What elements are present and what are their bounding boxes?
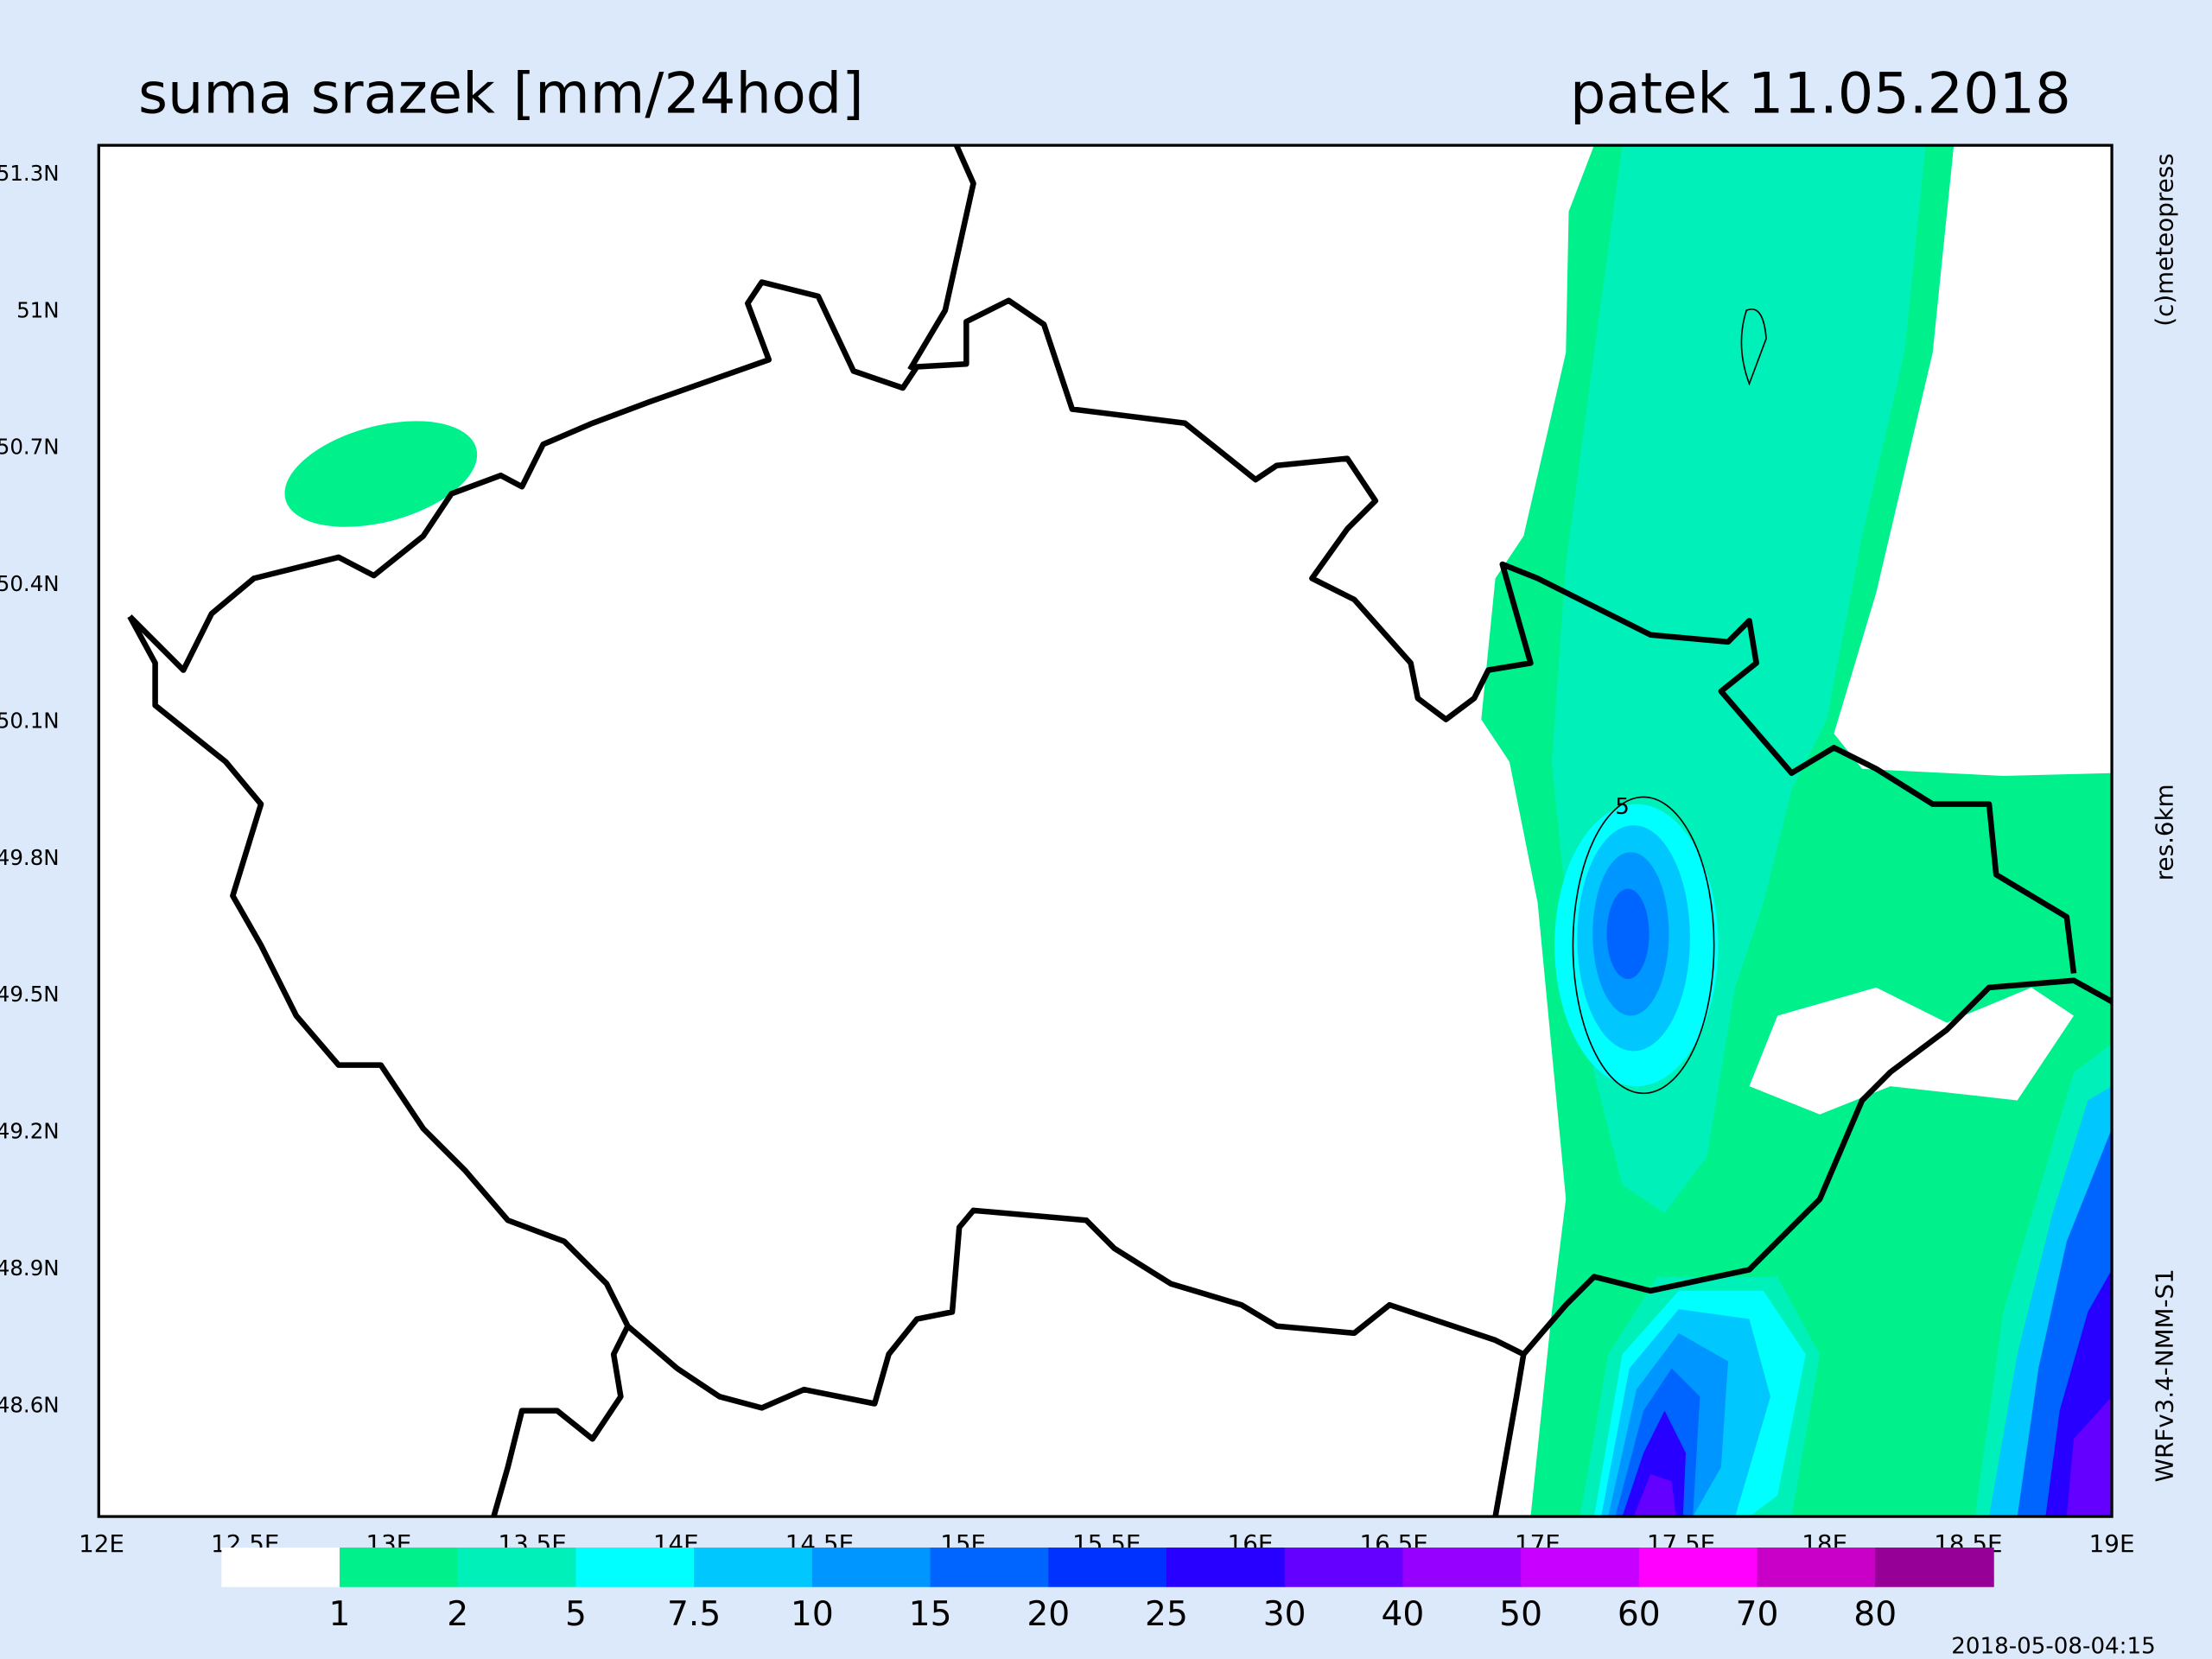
latitude-label: 50.7N — [0, 435, 60, 460]
legend-swatch — [340, 1548, 459, 1587]
legend-swatch — [1875, 1548, 1994, 1587]
legend-label: 1 — [329, 1595, 351, 1634]
legend-swatch — [694, 1548, 813, 1587]
timestamp: 2018-05-08-04:15 — [1951, 1633, 2155, 1659]
legend-label: 40 — [1381, 1595, 1424, 1634]
legend-swatch — [930, 1548, 1050, 1587]
legend-swatch — [811, 1548, 931, 1587]
legend-label: 5 — [565, 1595, 587, 1634]
legend-swatch — [1166, 1548, 1286, 1587]
latitude-label: 48.6N — [0, 1392, 60, 1417]
legend-label: 20 — [1027, 1595, 1070, 1634]
map-area: 5 — [97, 143, 2113, 1518]
precip-field: 5 — [127, 145, 2113, 1517]
legend-label: 70 — [1736, 1595, 1779, 1634]
longitude-label: 19E — [2089, 1529, 2135, 1558]
latitude-label: 51N — [16, 297, 59, 322]
legend-swatch — [221, 1548, 340, 1587]
legend-swatch — [1521, 1548, 1640, 1587]
legend-swatch — [1757, 1548, 1877, 1587]
country-border — [127, 145, 2113, 1517]
latitude-label: 49.5N — [0, 982, 60, 1007]
latitude-label: 48.9N — [0, 1255, 60, 1281]
legend-label: 60 — [1618, 1595, 1661, 1634]
precip-area — [2066, 1396, 2113, 1517]
legend-swatch — [1402, 1548, 1522, 1587]
precip-area — [284, 421, 478, 527]
title: suma srazek [mm/24hod] — [138, 61, 864, 127]
latitude-label: 50.4N — [0, 571, 60, 596]
date: patek 11.05.2018 — [1570, 61, 2071, 127]
longitude-label: 12E — [79, 1529, 124, 1558]
resolution: res.6km — [2150, 784, 2178, 880]
precip-area — [1633, 1474, 1676, 1517]
latitude-label: 49.2N — [0, 1119, 60, 1144]
legend-label: 80 — [1853, 1595, 1897, 1634]
legend-label: 15 — [909, 1595, 952, 1634]
contour-line — [1740, 308, 1767, 386]
model: WRFv3.4-NMM-S1 — [2150, 1268, 2178, 1482]
legend-label: 7.5 — [667, 1595, 721, 1634]
legend-label: 30 — [1263, 1595, 1306, 1634]
legend-swatch — [1284, 1548, 1404, 1587]
legend-swatch — [575, 1548, 695, 1587]
latitude-label: 49.8N — [0, 845, 60, 870]
latitude-label: 51.3N — [0, 161, 60, 186]
contour-label: 5 — [1615, 794, 1630, 820]
legend-label: 25 — [1145, 1595, 1188, 1634]
legend-swatch — [1048, 1548, 1167, 1587]
legend-label: 50 — [1499, 1595, 1542, 1634]
contour-line — [1572, 796, 1715, 1095]
plot-frame — [97, 143, 2113, 1518]
legend-swatch — [1638, 1548, 1758, 1587]
precip-area — [1606, 888, 1649, 980]
legend-label: 10 — [791, 1595, 834, 1634]
copyright: (c)meteopress — [2150, 153, 2178, 326]
dry-area — [1749, 987, 2074, 1115]
latitude-label: 50.1N — [0, 708, 60, 733]
legend-label: 2 — [447, 1595, 468, 1634]
legend-swatch — [457, 1548, 577, 1587]
